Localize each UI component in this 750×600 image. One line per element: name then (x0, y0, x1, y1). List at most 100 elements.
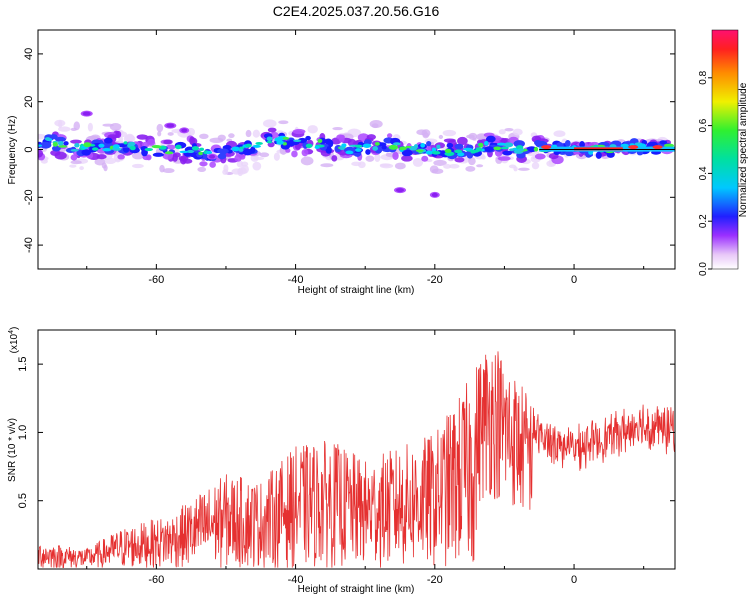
amplitude-high (58, 145, 68, 148)
amplitude-high (98, 143, 105, 148)
amplitude-halo (517, 167, 530, 171)
amplitude-halo (498, 129, 506, 135)
snr-x-ticks: -60 -40 -20 0 (86, 330, 645, 586)
snr-series (38, 351, 675, 568)
amplitude-mid (466, 152, 474, 159)
amplitude-low (421, 155, 429, 162)
amplitude-high (238, 148, 244, 152)
amplitude-halo (131, 163, 144, 169)
amplitude-low (497, 156, 511, 161)
amplitude-peak (652, 145, 663, 150)
amplitude-mid (63, 141, 69, 146)
amplitude-low (147, 138, 156, 146)
spectrogram-x-ticks: -60 -40 -20 0 (86, 30, 645, 286)
amplitude-high (44, 137, 51, 141)
amplitude-halo (466, 134, 475, 139)
amplitude-high (112, 144, 120, 149)
amplitude-mid (325, 146, 332, 154)
amplitude-mid (242, 148, 253, 156)
amplitude-mid (579, 141, 585, 148)
amplitude-low (292, 128, 306, 135)
amplitude-high (457, 152, 465, 157)
amplitude-high (266, 140, 273, 144)
amplitude-low (209, 161, 216, 168)
amplitude-halo (379, 163, 394, 169)
amplitude-low (366, 134, 377, 140)
amplitude-high (74, 143, 80, 148)
amplitude-high (496, 142, 506, 146)
amplitude-high (500, 146, 509, 150)
amplitude-mid (189, 152, 198, 158)
amplitude-halo (443, 163, 452, 169)
amplitude-halo (465, 165, 476, 172)
amplitude-high (420, 143, 426, 148)
amplitude-halo (300, 156, 314, 166)
amplitude-high (231, 146, 240, 152)
snr-x-tick-label: 0 (571, 574, 577, 586)
amplitude-high (245, 143, 252, 148)
amplitude-high (206, 150, 213, 155)
amplitude-high (57, 141, 64, 146)
amplitude-high (436, 144, 441, 150)
amplitude-blob-core (166, 123, 175, 128)
amplitude-low (70, 139, 82, 144)
amplitude-peak (628, 145, 639, 150)
amplitude-high (293, 139, 302, 143)
amplitude-halo (259, 152, 270, 158)
amplitude-low (96, 154, 107, 160)
amplitude-high (405, 145, 412, 149)
snr-x-tick-label: -40 (288, 574, 304, 586)
amplitude-high (425, 150, 434, 155)
amplitude-halo (508, 164, 517, 169)
amplitude-high (317, 138, 323, 144)
amplitude-low (199, 161, 208, 167)
amplitude-high (305, 143, 313, 149)
amplitude-halo (442, 129, 457, 137)
amplitude-high (432, 150, 441, 155)
amplitude-halo (70, 127, 77, 131)
amplitude-high (274, 137, 283, 142)
amplitude-high (503, 142, 514, 148)
spectrogram-y-ticks: -40 -20 0 20 40 (23, 48, 675, 253)
snr-y-tick-label: 1.0 (17, 425, 29, 440)
amplitude-mid (297, 137, 308, 144)
amplitude-low (386, 133, 393, 139)
amplitude-mid (595, 151, 602, 159)
amplitude-low (338, 134, 345, 143)
amplitude-low (189, 136, 195, 146)
amplitude-low (267, 127, 277, 133)
colorbar-ticks: 0.0 0.2 0.4 0.6 0.8 (698, 70, 712, 276)
amplitude-mid (152, 152, 164, 157)
amplitude-high (509, 148, 515, 152)
amplitude-low (115, 130, 122, 139)
amplitude-mid (513, 140, 525, 148)
amplitude-mid (454, 143, 464, 150)
amplitude-high (255, 141, 263, 145)
amplitude-mid (81, 149, 91, 156)
spectrogram-x-tick-label: -40 (288, 274, 304, 286)
snr-x-label: Height of straight line (km) (298, 584, 415, 595)
spectrogram-x-tick-label: 0 (571, 274, 577, 286)
amplitude-halo (421, 129, 431, 137)
amplitude-halo (157, 131, 162, 137)
amplitude-halo (162, 168, 175, 174)
amplitude-halo (167, 132, 174, 136)
amplitude-low (534, 153, 546, 160)
amplitude-high (355, 148, 362, 152)
colorbar: 0.0 0.2 0.4 0.6 0.8 Normalized spectral ampl… (698, 29, 749, 276)
amplitude-high (620, 143, 629, 148)
amplitude-halo (512, 128, 523, 136)
amplitude-halo (307, 125, 318, 134)
amplitude-high (399, 146, 407, 151)
amplitude-halo (69, 164, 77, 168)
colorbar-tick-label: 0.6 (698, 118, 709, 132)
amplitude-low (291, 150, 298, 158)
colorbar-tick-label: 0.0 (698, 262, 709, 276)
colorbar-tick-label: 0.4 (698, 166, 709, 180)
amplitude-high (413, 144, 419, 149)
amplitude-high (517, 148, 525, 152)
amplitude-high (186, 149, 195, 154)
amplitude-halo (351, 161, 362, 167)
amplitude-mid (565, 150, 574, 157)
amplitude-halo (476, 164, 484, 168)
